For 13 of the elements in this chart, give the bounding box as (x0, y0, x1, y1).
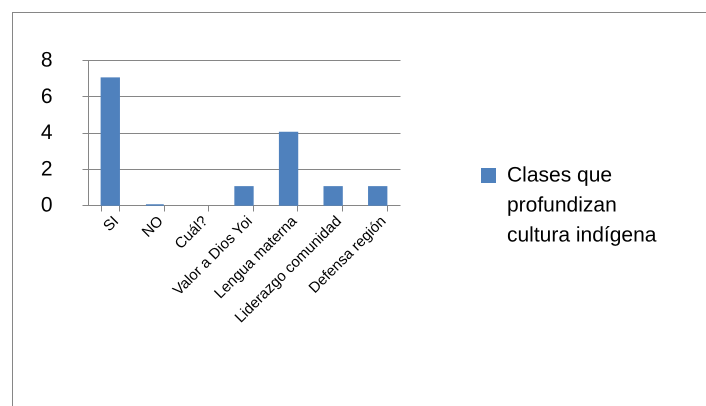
bar (368, 186, 388, 206)
legend-label: Clases que profundizan cultura indígena (507, 164, 657, 246)
y-tick-label: 0 (40, 194, 52, 216)
bar (100, 77, 120, 206)
y-tick-label: 2 (40, 157, 52, 180)
bar (323, 186, 343, 206)
y-tick-label: 6 (40, 84, 52, 108)
bar (278, 132, 298, 206)
y-tick-label: 8 (40, 48, 52, 72)
y-tick-label: 4 (40, 121, 53, 144)
x-tick-label: NO (138, 212, 167, 241)
x-tick-label: SI (100, 212, 122, 235)
bar (234, 186, 254, 206)
